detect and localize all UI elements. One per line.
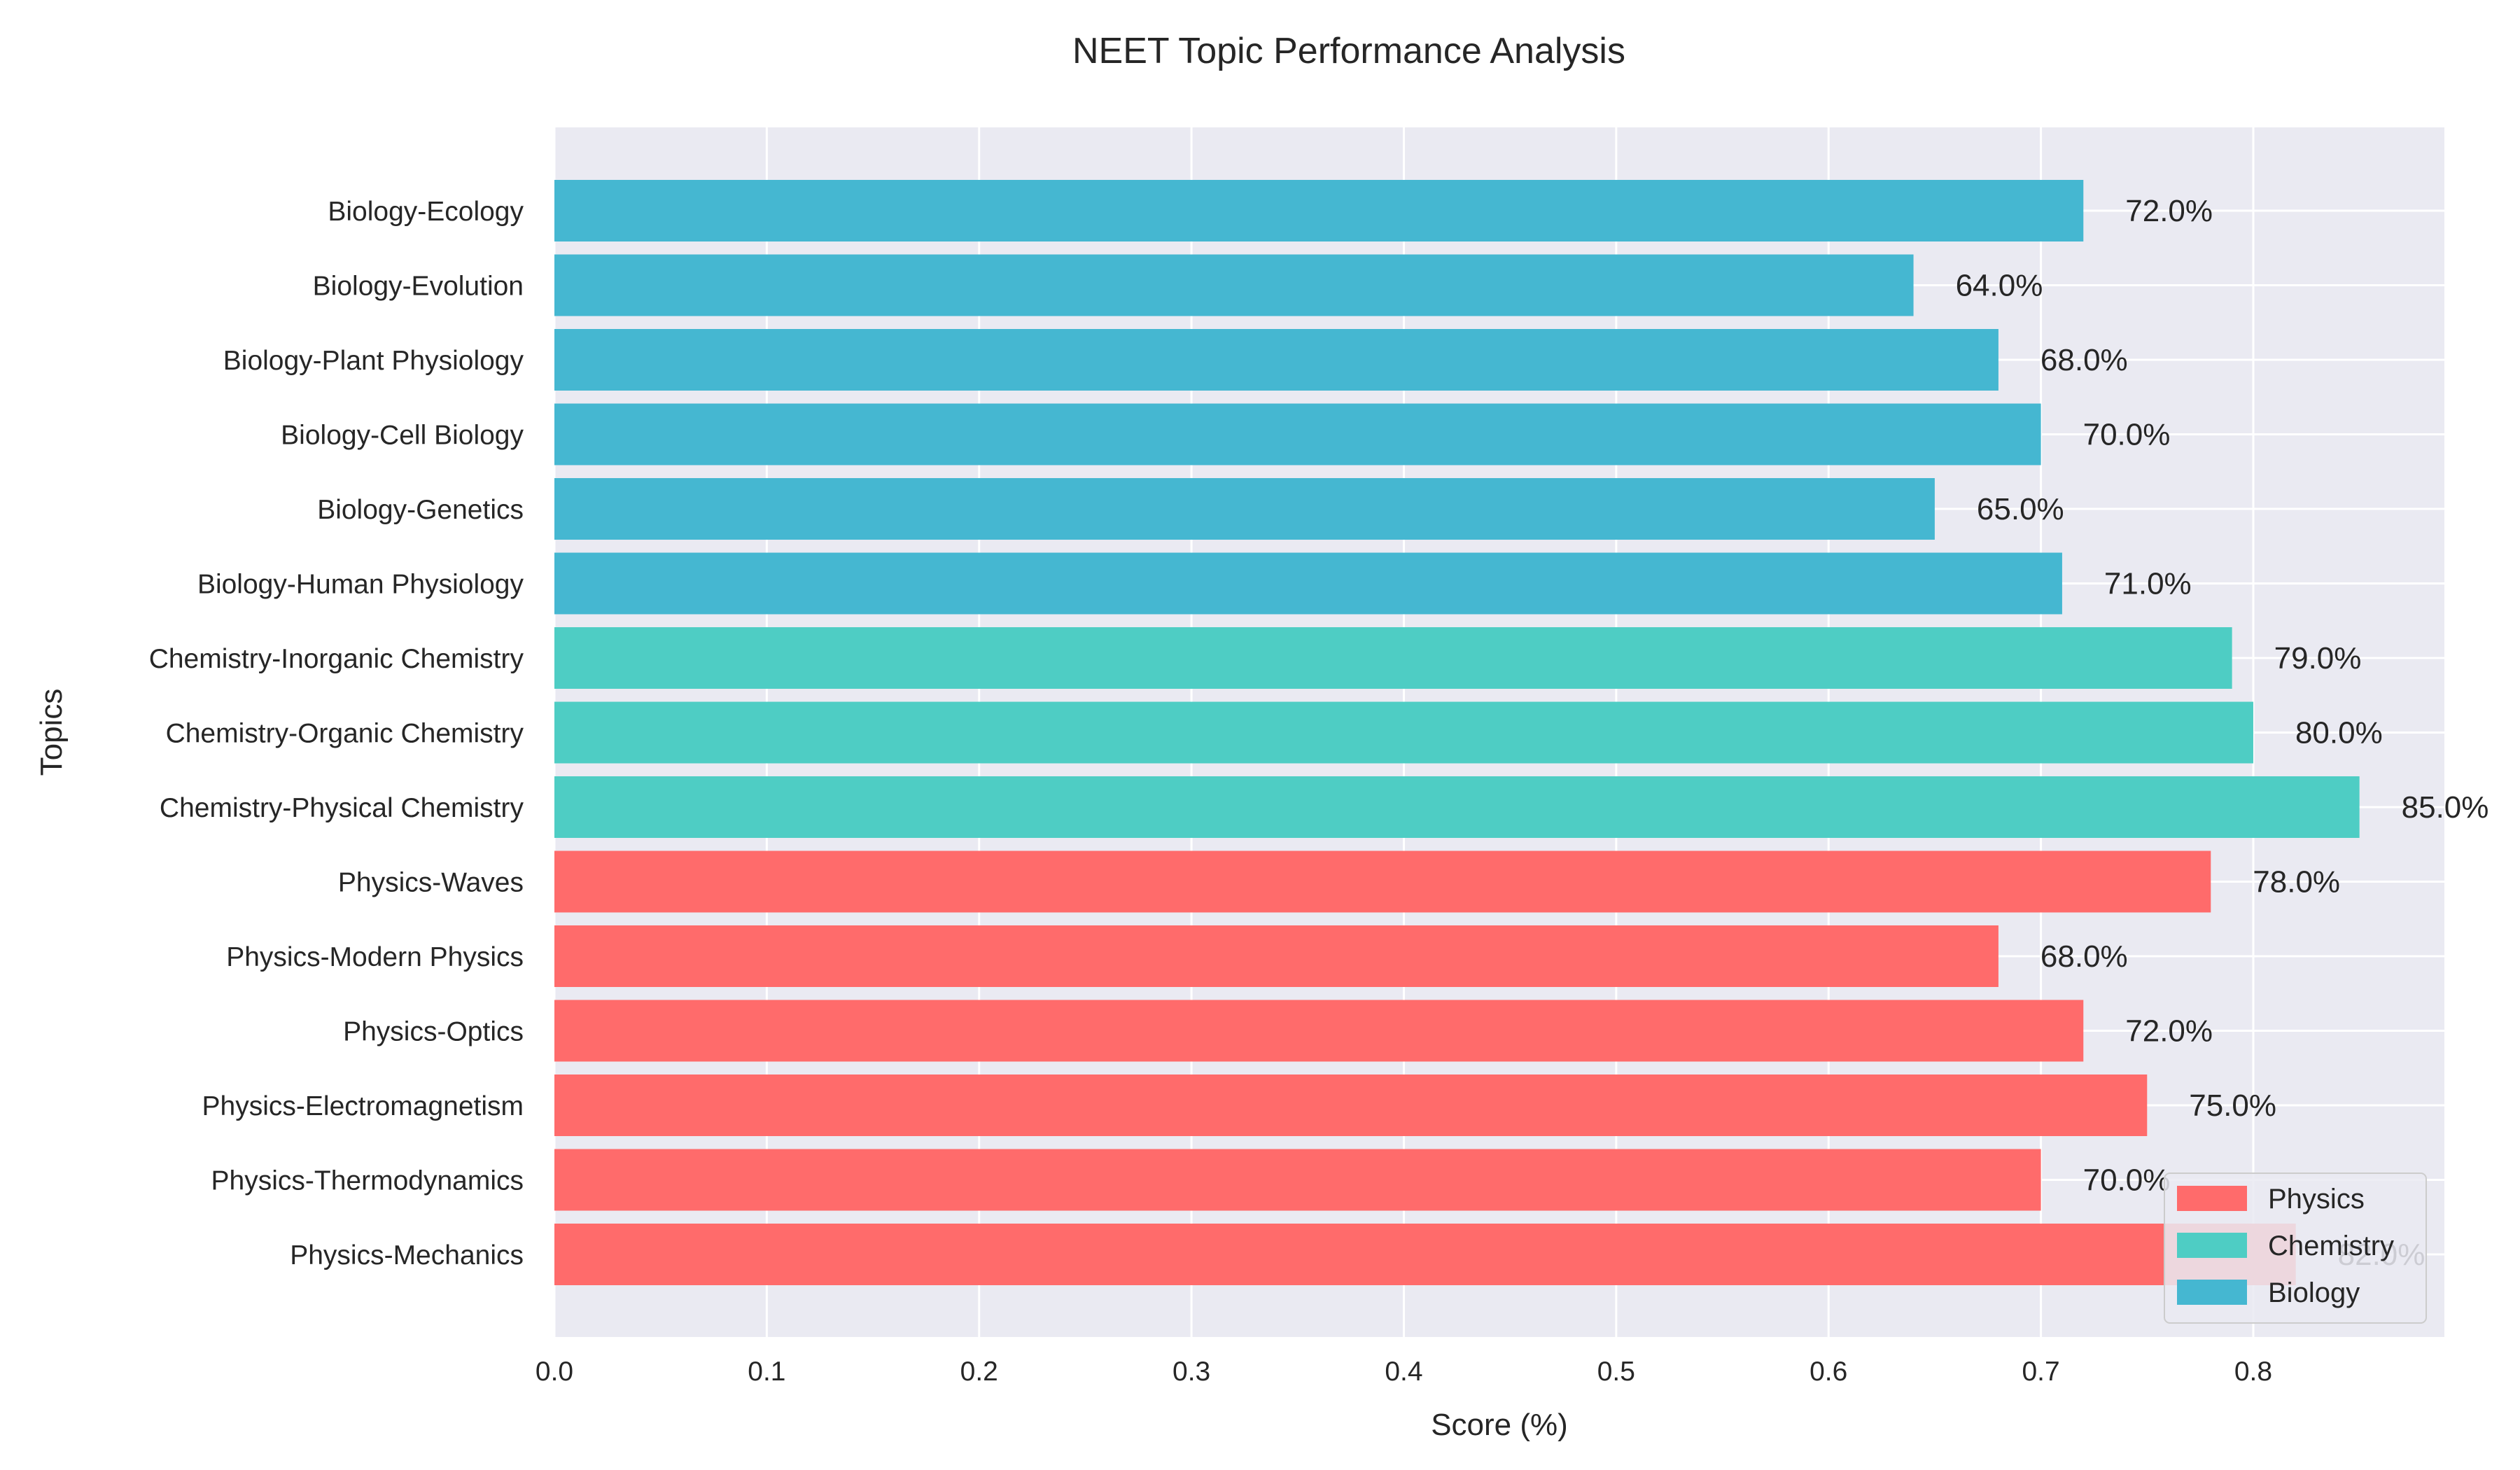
bar [554, 552, 2062, 615]
bar-value-label: 78.0% [2253, 865, 2340, 899]
y-tick-label: Biology-Evolution [313, 272, 524, 302]
x-tick-label: 0.1 [748, 1357, 785, 1387]
x-tick-label: 0.5 [1597, 1357, 1635, 1387]
x-tick-label: 0.4 [1385, 1357, 1422, 1387]
legend-label: Biology [2268, 1278, 2360, 1308]
legend-label: Chemistry [2268, 1231, 2394, 1261]
bar-value-label: 70.0% [2083, 1163, 2171, 1198]
bar [554, 701, 2253, 764]
bar-value-label: 75.0% [2189, 1088, 2276, 1123]
y-tick-label: Physics-Thermodynamics [211, 1166, 524, 1196]
y-tick-labels: Physics-Mechanics Physics-Thermodynamics P… [149, 197, 524, 1270]
y-tick-label: Chemistry-Organic Chemistry [166, 719, 524, 749]
y-tick-label: Physics-Mechanics [290, 1240, 524, 1270]
x-tick-label: 0.8 [2234, 1357, 2272, 1387]
x-axis-title: Score (%) [1431, 1408, 1568, 1442]
x-tick-labels: 0.0 0.1 0.2 0.3 0.4 0.5 0.6 0.7 0.8 [536, 1357, 2272, 1387]
bar-value-label: 68.0% [2040, 343, 2128, 377]
bar-value-label: 85.0% [2402, 790, 2489, 825]
bar-value-label: 72.0% [2125, 194, 2213, 228]
y-tick-label: Physics-Waves [338, 868, 524, 898]
bar [554, 1074, 2148, 1136]
legend-swatch [2177, 1233, 2247, 1258]
y-tick-label: Physics-Optics [343, 1017, 524, 1047]
x-tick-label: 0.7 [2022, 1357, 2059, 1387]
bar-value-label: 65.0% [1977, 492, 2064, 526]
bar [554, 254, 1914, 316]
x-tick-label: 0.3 [1172, 1357, 1210, 1387]
bar-value-label: 71.0% [2104, 567, 2192, 601]
bar [554, 850, 2211, 913]
legend-swatch [2177, 1280, 2247, 1305]
y-tick-label: Chemistry-Inorganic Chemistry [149, 644, 524, 674]
bar-value-label: 79.0% [2274, 641, 2362, 676]
chart-title: NEET Topic Performance Analysis [1072, 31, 1625, 71]
y-tick-label: Biology-Cell Biology [281, 421, 524, 451]
y-tick-label: Biology-Genetics [317, 495, 524, 525]
bar-value-label: 68.0% [2040, 939, 2128, 974]
bar-value-label: 72.0% [2125, 1014, 2213, 1049]
x-tick-label: 0.6 [1809, 1357, 1847, 1387]
legend-label: Physics [2268, 1184, 2365, 1214]
x-tick-label: 0.2 [960, 1357, 998, 1387]
y-tick-label: Biology-Ecology [328, 197, 524, 227]
bar [554, 1224, 2296, 1285]
y-tick-label: Biology-Plant Physiology [223, 346, 524, 376]
bar [554, 1149, 2041, 1211]
bar [554, 627, 2232, 689]
y-tick-label: Physics-Modern Physics [226, 942, 524, 972]
bar [554, 478, 1935, 540]
bar [554, 776, 2360, 838]
bar-value-label: 64.0% [1956, 269, 2043, 303]
bar [554, 180, 2084, 241]
y-axis-title: Topics [34, 689, 69, 776]
bar [554, 329, 1998, 391]
x-tick-label: 0.0 [536, 1357, 573, 1387]
y-tick-label: Physics-Electromagnetism [202, 1091, 524, 1121]
y-tick-label: Chemistry-Physical Chemistry [160, 793, 524, 823]
bar [554, 925, 1998, 987]
bar [554, 403, 2041, 465]
y-tick-label: Biology-Human Physiology [197, 570, 524, 600]
legend: Physics Chemistry Biology [2164, 1172, 2427, 1324]
bar [554, 1000, 2084, 1062]
legend-swatch [2177, 1186, 2247, 1211]
bar-value-label: 80.0% [2295, 716, 2383, 750]
bar-value-label: 70.0% [2083, 418, 2171, 452]
bars [554, 180, 2360, 1285]
